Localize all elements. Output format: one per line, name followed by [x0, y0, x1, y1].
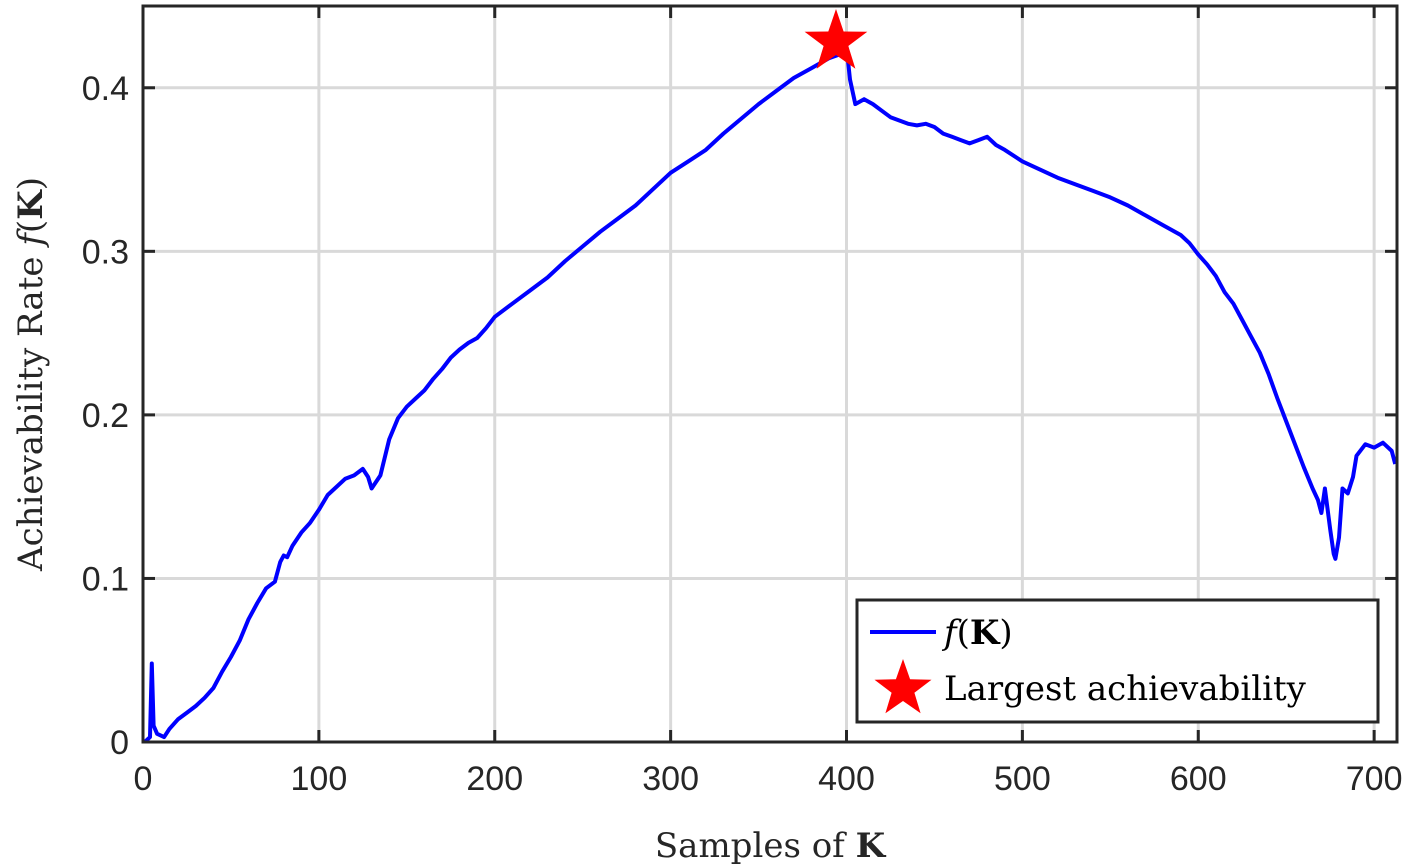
legend-box — [855, 598, 1380, 724]
x-tick-label: 500 — [994, 760, 1051, 798]
y-axis-title-symbol: K — [11, 189, 51, 220]
x-axis-title-prefix: Samples of — [655, 826, 856, 866]
y-tick-label: 0.2 — [82, 397, 129, 435]
x-tick-label: 600 — [1170, 760, 1227, 798]
y-tick-label: 0.4 — [82, 70, 129, 108]
legend-label-f-k-close: ) — [999, 613, 1012, 653]
legend-label-f-k-symbol: K — [970, 613, 1001, 653]
y-axis-title: Achievability Rate f(K) — [11, 177, 51, 572]
y-axis-title-open: ( — [11, 220, 51, 233]
x-tick-label: 400 — [818, 760, 875, 798]
x-axis-title-symbol: K — [856, 826, 887, 866]
legend-label-f-k: f(K) — [941, 613, 1013, 653]
ticks — [141, 6, 1397, 744]
y-tick-label: 0 — [110, 724, 129, 762]
series-layer — [143, 9, 1398, 744]
x-tick-label: 100 — [291, 760, 348, 798]
legend-label-largest-achievability: Largest achievability — [944, 669, 1307, 709]
legend-label-f-k-open: ( — [957, 613, 970, 653]
legend-star-swatch — [874, 659, 932, 714]
x-tick-label: 0 — [134, 760, 153, 798]
y-axis-title-prefix: Achievability Rate — [11, 246, 51, 572]
x-tick-label: 200 — [466, 760, 523, 798]
x-tick-label: 300 — [642, 760, 699, 798]
plot-frame — [141, 4, 1399, 744]
x-tick-label: 700 — [1346, 760, 1403, 798]
y-axis-title-close: ) — [11, 177, 51, 190]
tick-labels: 0 100 200 300 400 500 600 700 0 0.1 0.2 0.3 0.4 — [82, 70, 1403, 798]
y-tick-label: 0.3 — [82, 233, 129, 271]
x-axis-title: Samples of K — [655, 826, 887, 866]
legend: f(K) Largest achievability — [855, 598, 1380, 724]
series-line-f-k — [143, 44, 1398, 744]
y-tick-label: 0.1 — [82, 560, 129, 598]
largest-achievability-marker — [804, 9, 868, 69]
